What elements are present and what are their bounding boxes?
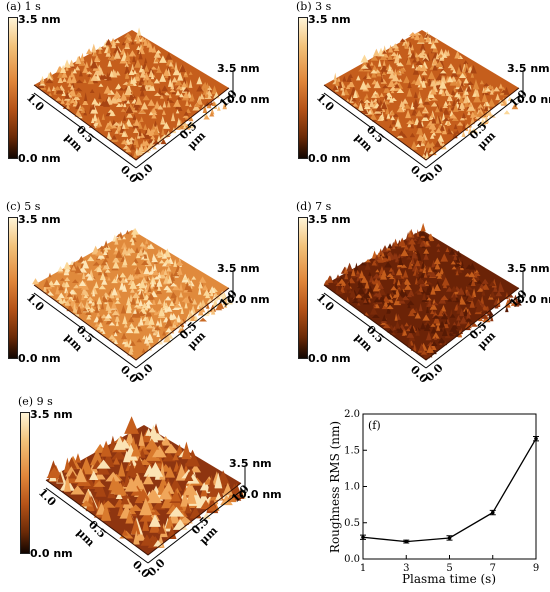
chart-panel-label: (f) bbox=[368, 419, 381, 432]
left-axis-tick: 1.0 bbox=[24, 91, 47, 114]
data-point bbox=[490, 510, 495, 515]
z-max-label: 3.5 nm bbox=[217, 262, 260, 275]
right-axis-line bbox=[135, 95, 230, 169]
y-tick-label: 0.5 bbox=[344, 518, 360, 529]
z-min-label: 0.0 nm bbox=[517, 93, 550, 106]
surface-texture bbox=[323, 222, 522, 359]
height-colorbar bbox=[298, 17, 308, 159]
x-tick-label: 9 bbox=[533, 563, 539, 574]
panel-title: (c) 5 s bbox=[6, 200, 41, 213]
right-axis-line bbox=[425, 95, 520, 169]
left-axis-line bbox=[33, 292, 137, 369]
colorbar-max-label: 3.5 nm bbox=[308, 13, 351, 26]
y-tick-label: 2.0 bbox=[344, 409, 360, 420]
colorbar-min-label: 0.0 nm bbox=[30, 547, 73, 560]
data-point bbox=[447, 536, 452, 540]
surface-base bbox=[324, 230, 519, 360]
surface-texture bbox=[37, 27, 227, 158]
z-max-label: 3.5 nm bbox=[507, 262, 550, 275]
left-axis-line bbox=[323, 92, 427, 169]
colorbar-max-label: 3.5 nm bbox=[30, 408, 73, 421]
surface-texture bbox=[32, 227, 233, 356]
y-tick-label: 0.0 bbox=[344, 554, 360, 565]
roughness-chart-panel: 0.0 0.5 1.0 1.5 2.0 1 3 5 7 9 (f) Plasma time (s… bbox=[328, 405, 550, 588]
surface-edge bbox=[33, 284, 230, 361]
colorbar-max-label: 3.5 nm bbox=[18, 213, 61, 226]
x-tick-label: 3 bbox=[403, 563, 409, 574]
roughness-chart: 0.0 0.5 1.0 1.5 2.0 1 3 5 7 9 (f) Plasma time (s… bbox=[328, 409, 539, 586]
surface-edge bbox=[323, 84, 520, 161]
y-axis-label: Roughness RMS (nm) bbox=[328, 421, 342, 553]
left-axis-line bbox=[45, 487, 149, 564]
left-axis-tick: 1.0 bbox=[314, 291, 337, 314]
left-axis-tick: 1.0 bbox=[36, 486, 59, 509]
surface-texture bbox=[46, 416, 247, 548]
panel-title: (e) 9 s bbox=[18, 395, 53, 408]
surface-texture bbox=[332, 31, 519, 159]
left-axis-tick: 1.0 bbox=[314, 91, 337, 114]
data-point bbox=[361, 535, 365, 540]
colorbar-min-label: 0.0 nm bbox=[18, 152, 61, 165]
left-axis-tick: 1.0 bbox=[24, 291, 47, 314]
height-colorbar bbox=[20, 412, 30, 554]
height-colorbar bbox=[298, 217, 308, 359]
right-axis-line bbox=[147, 490, 242, 564]
z-max-label: 3.5 nm bbox=[217, 62, 260, 75]
afm-panel-4: (d) 7 s 3.5 nm 0.0 nm 1.0 0.5 μm 0.0 0.0 0.5 μm 1.… bbox=[290, 200, 550, 395]
x-tick-label: 5 bbox=[446, 563, 452, 574]
y-tick-label: 1.5 bbox=[344, 445, 360, 456]
right-axis-line bbox=[135, 295, 230, 369]
colorbar-min-label: 0.0 nm bbox=[308, 352, 351, 365]
roughness-line bbox=[362, 438, 537, 543]
colorbar-min-label: 0.0 nm bbox=[18, 352, 61, 365]
z-min-label: 0.0 nm bbox=[227, 93, 270, 106]
height-colorbar bbox=[8, 217, 18, 359]
afm-panel-1: (a) 1 s 3.5 nm 0.0 nm 1.0 0.5 μm 0.0 0.0 0.5 μm 1.… bbox=[0, 0, 280, 195]
z-max-label: 3.5 nm bbox=[507, 62, 550, 75]
height-colorbar bbox=[8, 17, 18, 159]
x-tick-label: 7 bbox=[490, 563, 496, 574]
x-tick-label: 1 bbox=[360, 563, 366, 574]
colorbar-max-label: 3.5 nm bbox=[18, 13, 61, 26]
surface-edge bbox=[323, 284, 520, 361]
colorbar-min-label: 0.0 nm bbox=[308, 152, 351, 165]
y-tick-label: 1.0 bbox=[344, 482, 360, 493]
z-max-label: 3.5 nm bbox=[229, 457, 272, 470]
left-axis-line bbox=[323, 292, 427, 369]
colorbar-max-label: 3.5 nm bbox=[308, 213, 351, 226]
afm-panel-2: (b) 3 s 3.5 nm 0.0 nm 1.0 0.5 μm 0.0 0.0 0.5 μm 1.… bbox=[290, 0, 550, 195]
panel-title: (d) 7 s bbox=[296, 200, 332, 213]
right-axis-line bbox=[425, 295, 520, 369]
surface-edge bbox=[33, 84, 230, 161]
panel-title: (a) 1 s bbox=[6, 0, 41, 13]
afm-panel-5: (e) 9 s 3.5 nm 0.0 nm 1.0 0.5 μm 0.0 0.0 0.5 μm 1.… bbox=[12, 395, 302, 590]
z-min-label: 0.0 nm bbox=[239, 488, 282, 501]
z-min-label: 0.0 nm bbox=[227, 293, 270, 306]
surface-edge bbox=[45, 479, 242, 556]
surface-base bbox=[324, 30, 519, 160]
panel-title: (b) 3 s bbox=[296, 0, 332, 13]
left-axis-line bbox=[33, 92, 137, 169]
afm-panel-3: (c) 5 s 3.5 nm 0.0 nm 1.0 0.5 μm 0.0 0.0 0.5 μm 1.… bbox=[0, 200, 280, 395]
data-point bbox=[404, 539, 409, 544]
x-axis-label: Plasma time (s) bbox=[402, 572, 496, 586]
data-point bbox=[534, 436, 538, 441]
z-min-label: 0.0 nm bbox=[517, 293, 550, 306]
